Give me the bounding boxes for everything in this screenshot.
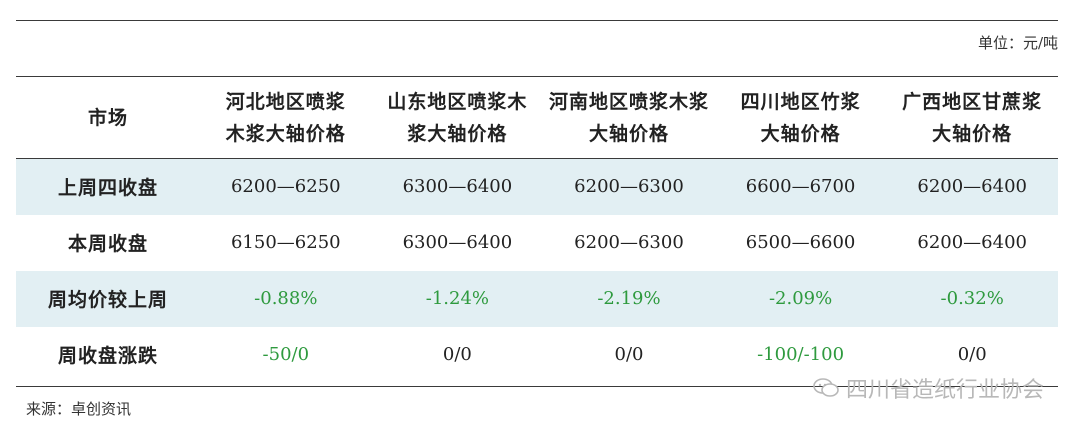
row-label: 周均价较上周 <box>47 289 168 311</box>
table-row: 上周四收盘 6200—6250 6300—6400 6200—6300 6600… <box>16 158 1058 215</box>
row-label: 本周收盘 <box>67 233 148 255</box>
table-row: 周均价较上周 -0.88% -1.24% -2.19% -2.09% -0.32… <box>16 270 1058 327</box>
watermark: 四川省造纸行业协会 <box>812 372 1044 404</box>
table-cell: -2.09% <box>768 288 833 309</box>
unit-label: 单位：元/吨 <box>977 34 1058 52</box>
row-label: 上周四收盘 <box>57 177 158 200</box>
table-cell: 6600—6700 <box>745 176 856 198</box>
table-cell: -0.32% <box>940 288 1004 309</box>
header-shandong: 山东地区喷浆木 浆大轴价格 <box>387 90 528 145</box>
header-henan: 河南地区喷浆木浆 大轴价格 <box>548 90 709 145</box>
table-cell: 6200—6250 <box>230 176 341 198</box>
price-table: 市场 河北地区喷浆 木浆大轴价格 山东地区喷浆木 浆大轴价格 河南地区喷浆木浆 大轴价… <box>16 76 1058 383</box>
top-rule <box>16 20 1058 21</box>
table-cell: -1.24% <box>425 288 490 309</box>
table-cell: -0.88% <box>254 288 318 309</box>
table-row: 本周收盘 6150—6250 6300—6400 6200—6300 6500—… <box>16 215 1058 271</box>
table-row: 周收盘涨跌 -50/0 0/0 0/0 -100/-100 0/0 <box>16 327 1058 383</box>
wechat-icon <box>812 377 840 399</box>
header-guangxi: 广西地区甘蔗浆 大轴价格 <box>902 90 1043 145</box>
table-cell: 0/0 <box>442 344 472 365</box>
source-note: 来源：卓创资讯 <box>26 400 132 418</box>
table-cell: 6300—6400 <box>402 232 513 253</box>
table-cell: 0/0 <box>957 344 987 365</box>
table-cell: 6300—6400 <box>402 176 513 198</box>
bottom-rule <box>16 386 1058 387</box>
price-table-wrapper: 市场 河北地区喷浆 木浆大轴价格 山东地区喷浆木 浆大轴价格 河南地区喷浆木浆 大轴价… <box>16 76 1058 383</box>
row-label: 周收盘涨跌 <box>57 345 158 367</box>
table-cell: -50/0 <box>262 344 310 365</box>
header-market: 市场 <box>87 106 128 129</box>
header-hebei: 河北地区喷浆 木浆大轴价格 <box>225 90 346 145</box>
table-cell: 0/0 <box>614 344 644 365</box>
table-cell: 6200—6300 <box>574 232 684 253</box>
table-cell: 6200—6400 <box>917 176 1027 198</box>
header-sichuan: 四川地区竹浆 大轴价格 <box>740 90 861 145</box>
table-cell: 6500—6600 <box>745 232 856 253</box>
header-row: 市场 河北地区喷浆 木浆大轴价格 山东地区喷浆木 浆大轴价格 河南地区喷浆木浆 大轴价… <box>16 76 1058 159</box>
watermark-text: 四川省造纸行业协会 <box>845 378 1044 403</box>
table-cell: 6150—6250 <box>230 232 341 253</box>
table-cell: -100/-100 <box>757 344 845 365</box>
table-cell: -2.19% <box>597 288 661 309</box>
table-cell: 6200—6300 <box>574 176 684 198</box>
table-cell: 6200—6400 <box>917 232 1027 253</box>
